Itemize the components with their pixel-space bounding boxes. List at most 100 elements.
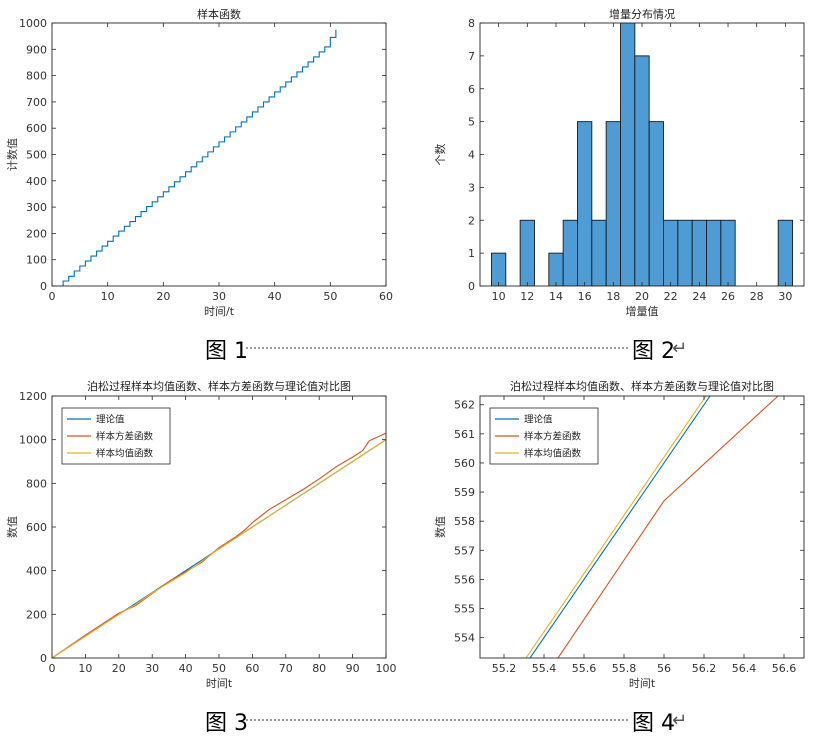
plot-area xyxy=(491,23,793,286)
x-tick-label: 10 xyxy=(492,290,506,303)
y-axis-label: 数值 xyxy=(434,516,447,538)
x-tick-label: 55.4 xyxy=(532,662,557,675)
x-tick-label: 28 xyxy=(750,290,764,303)
x-tick-label: 24 xyxy=(692,290,706,303)
series-line xyxy=(557,396,779,658)
y-tick-label: 500 xyxy=(26,149,47,162)
x-tick-label: 40 xyxy=(268,290,282,303)
y-tick-label: 556 xyxy=(454,573,475,586)
y-tick-label: 0 xyxy=(40,652,47,665)
y-tick-label: 3 xyxy=(468,181,475,194)
x-tick-label: 40 xyxy=(179,662,193,675)
x-tick-label: 56.6 xyxy=(772,662,797,675)
y-tick-label: 554 xyxy=(454,632,475,645)
histogram-bar xyxy=(548,252,564,286)
caption-figure-4: 图 4 xyxy=(632,711,675,736)
x-tick-label: 60 xyxy=(379,290,393,303)
x-tick-label: 0 xyxy=(49,662,56,675)
histogram-bar xyxy=(663,219,679,286)
series-line xyxy=(52,29,337,286)
plot-area xyxy=(525,396,779,658)
x-tick-label: 70 xyxy=(279,662,293,675)
y-tick-label: 6 xyxy=(468,83,475,96)
legend-entry: 样本方差函数 xyxy=(96,431,154,443)
y-tick-label: 4 xyxy=(468,149,475,162)
x-tick-label: 50 xyxy=(212,662,226,675)
x-tick-label: 55.6 xyxy=(572,662,597,675)
y-tick-label: 557 xyxy=(454,544,475,557)
x-tick-label: 10 xyxy=(78,662,92,675)
y-axis-label: 计数值 xyxy=(6,138,19,171)
x-tick-label: 30 xyxy=(778,290,792,303)
y-tick-label: 1 xyxy=(468,247,475,260)
legend-entry: 样本均值函数 xyxy=(96,448,154,460)
x-tick-label: 55.2 xyxy=(492,662,517,675)
y-tick-label: 559 xyxy=(454,486,475,499)
y-tick-label: 8 xyxy=(468,17,475,30)
x-tick-label: 90 xyxy=(346,662,360,675)
x-tick-label: 0 xyxy=(49,290,56,303)
x-tick-label: 16 xyxy=(578,290,592,303)
y-tick-label: 5 xyxy=(468,116,475,129)
x-axis-label: 时间t xyxy=(206,677,233,690)
y-tick-label: 600 xyxy=(26,521,47,534)
y-tick-label: 7 xyxy=(468,50,475,63)
histogram-bar xyxy=(591,219,607,286)
histogram-bar xyxy=(648,121,664,286)
histogram-bar xyxy=(720,219,736,286)
x-tick-label: 10 xyxy=(101,290,115,303)
x-tick-label: 26 xyxy=(721,290,735,303)
histogram-bar xyxy=(491,252,507,286)
x-tick-label: 20 xyxy=(156,290,170,303)
x-tick-label: 100 xyxy=(376,662,397,675)
x-tick-label: 22 xyxy=(664,290,678,303)
histogram-bar xyxy=(620,23,636,286)
x-tick-label: 80 xyxy=(312,662,326,675)
legend-entry: 样本均值函数 xyxy=(524,448,582,460)
y-tick-label: 700 xyxy=(26,96,47,109)
x-tick-label: 14 xyxy=(549,290,563,303)
chart-p3: 泊松过程样本均值函数、样本方差函数与理论值对比图 0 10 20 30 40 50 60 70 8… xyxy=(6,379,397,690)
caption-dot-leader xyxy=(246,347,628,349)
legend-entry: 理论值 xyxy=(524,414,553,426)
y-tick-label: 400 xyxy=(26,175,47,188)
x-tick-label: 30 xyxy=(145,662,159,675)
x-tick-label: 12 xyxy=(520,290,534,303)
y-tick-label: 560 xyxy=(454,457,475,470)
y-tick-label: 558 xyxy=(454,515,475,528)
x-tick-label: 56 xyxy=(657,662,671,675)
chart-title: 增量分布情况 xyxy=(609,7,675,21)
y-tick-label: 600 xyxy=(26,122,47,135)
series-line xyxy=(52,439,386,658)
y-tick-label: 800 xyxy=(26,477,47,490)
y-tick-label: 561 xyxy=(454,428,475,441)
y-axis-label: 个数 xyxy=(434,144,447,166)
x-tick-label: 30 xyxy=(212,290,226,303)
x-tick-label: 60 xyxy=(245,662,259,675)
legend-entry: 样本方差函数 xyxy=(524,431,582,443)
series-line xyxy=(52,432,386,658)
caption-dot-leader xyxy=(246,719,628,721)
y-tick-label: 1000 xyxy=(19,434,47,447)
caption-figure-1: 图 1 xyxy=(205,339,248,364)
x-axis-label: 增量值 xyxy=(626,304,659,318)
y-tick-label: 400 xyxy=(26,565,47,578)
y-tick-label: 0 xyxy=(468,280,475,293)
y-tick-label: 300 xyxy=(26,201,47,214)
histogram-bar xyxy=(519,219,535,286)
y-tick-label: 2 xyxy=(468,214,475,227)
return-mark: ↵ xyxy=(672,338,688,359)
y-tick-label: 200 xyxy=(26,608,47,621)
histogram-bar xyxy=(634,55,650,286)
x-tick-label: 50 xyxy=(323,290,337,303)
chart-p4: 泊松过程样本均值函数、样本方差函数与理论值对比图 55.2 55.4 55.6 55.8… xyxy=(434,379,805,690)
chart-title: 泊松过程样本均值函数、样本方差函数与理论值对比图 xyxy=(510,379,774,393)
x-tick-label: 56.4 xyxy=(732,662,757,675)
x-axis-label: 时间t xyxy=(629,677,656,690)
y-tick-label: 555 xyxy=(454,603,475,616)
y-tick-label: 200 xyxy=(26,227,47,240)
